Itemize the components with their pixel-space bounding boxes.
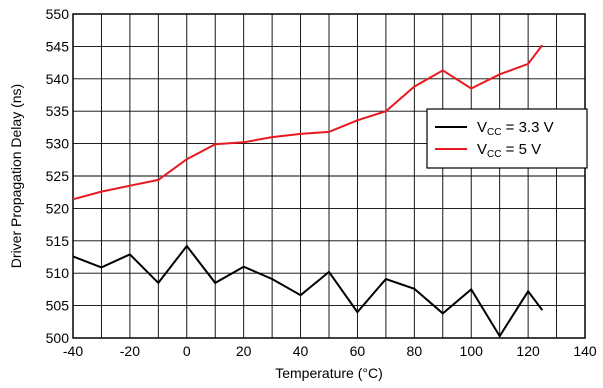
y-tick-label: 530 [46,136,70,152]
x-axis-label: Temperature (°C) [275,365,383,381]
y-tick-label: 525 [46,168,70,184]
y-tick-label: 550 [46,6,70,22]
y-tick-label: 500 [46,330,70,346]
legend-box [426,108,588,169]
x-tick-label: 40 [293,343,309,359]
y-tick-label: 515 [46,233,70,249]
y-tick-label: 510 [46,265,70,281]
legend-label-vcc-5: VCC = 5 V [477,141,541,160]
x-tick-label: 0 [183,343,191,359]
series-layer [72,44,544,338]
plot-frame [72,13,586,339]
y-tick-label: 520 [46,200,70,216]
x-tick-label: 100 [460,343,484,359]
x-tick-label: -40 [63,343,83,359]
x-axis-ticks: -40 -20 0 20 40 60 80 100 120 140 [63,343,597,359]
grid [72,13,586,339]
x-tick-label: 80 [407,343,423,359]
y-tick-label: 535 [46,103,70,119]
y-tick-label: 540 [46,71,70,87]
x-tick-label: 140 [573,343,597,359]
y-axis-ticks: 500 505 510 515 520 525 530 535 540 545 550 [46,6,70,346]
series-line-vcc-5 [72,44,544,201]
x-tick-label: -20 [120,343,140,359]
legend-label-vcc-3-3: VCC = 3.3 V [477,119,554,138]
legend: VCC = 3.3 V VCC = 5 V [426,108,588,169]
x-tick-label: 120 [516,343,540,359]
x-tick-label: 20 [236,343,252,359]
series-line-vcc-3-3 [72,244,544,338]
x-tick-label: 60 [350,343,366,359]
y-axis-label: Driver Propagation Delay (ns) [8,84,24,268]
y-tick-label: 505 [46,298,70,314]
y-tick-label: 545 [46,38,70,54]
